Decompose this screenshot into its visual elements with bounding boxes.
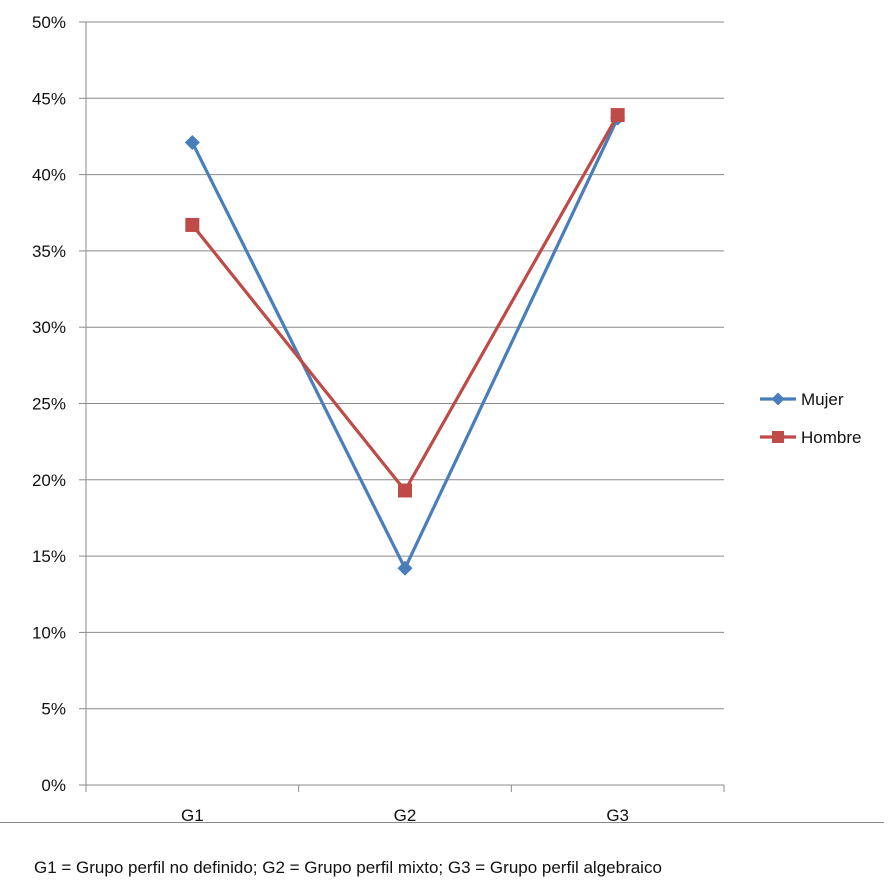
- data-point-mujer: [397, 560, 413, 576]
- y-tick-label: 50%: [32, 13, 66, 32]
- y-tick-label: 40%: [32, 166, 66, 185]
- series-line-hombre: [191, 114, 620, 493]
- y-tick-label: 25%: [32, 395, 66, 414]
- x-tick-label: G3: [606, 806, 629, 825]
- legend-marker-hombre: [772, 431, 784, 443]
- gridlines: [86, 21, 724, 710]
- data-point-hombre: [610, 108, 625, 123]
- series-group: [184, 108, 626, 576]
- data-point-hombre: [398, 483, 412, 498]
- line-chart: 0% 5% 10% 15% 20% 25% 30% 35% 40% 45% 50% G1 G2 G3 M…: [32, 13, 862, 825]
- axes: [79, 21, 725, 792]
- y-tick-label: 15%: [32, 547, 66, 566]
- data-point-hombre: [185, 217, 200, 232]
- y-tick-labels: 0% 5% 10% 15% 20% 25% 30% 35% 40% 45% 50%: [32, 13, 66, 795]
- series-line-mujer: [190, 117, 620, 570]
- y-tick-label: 35%: [32, 242, 66, 261]
- footnote-divider: [0, 822, 884, 823]
- y-tick-label: 10%: [32, 623, 66, 642]
- legend-marker-mujer: [771, 392, 785, 406]
- y-tick-label: 45%: [32, 89, 66, 108]
- y-tick-label: 30%: [32, 318, 66, 337]
- data-point-mujer: [184, 135, 200, 151]
- y-tick-label: 0%: [41, 776, 66, 795]
- x-tick-label: G1: [181, 806, 204, 825]
- legend-label-mujer: Mujer: [801, 390, 844, 409]
- x-tick-label: G2: [394, 806, 417, 825]
- legend: Mujer Hombre: [760, 390, 861, 447]
- y-tick-label: 5%: [41, 700, 66, 719]
- footnote: G1 = Grupo perfil no definido; G2 = Grup…: [34, 858, 662, 877]
- y-tick-label: 20%: [32, 471, 66, 490]
- legend-label-hombre: Hombre: [801, 428, 861, 447]
- x-tick-labels: G1 G2 G3: [181, 806, 629, 825]
